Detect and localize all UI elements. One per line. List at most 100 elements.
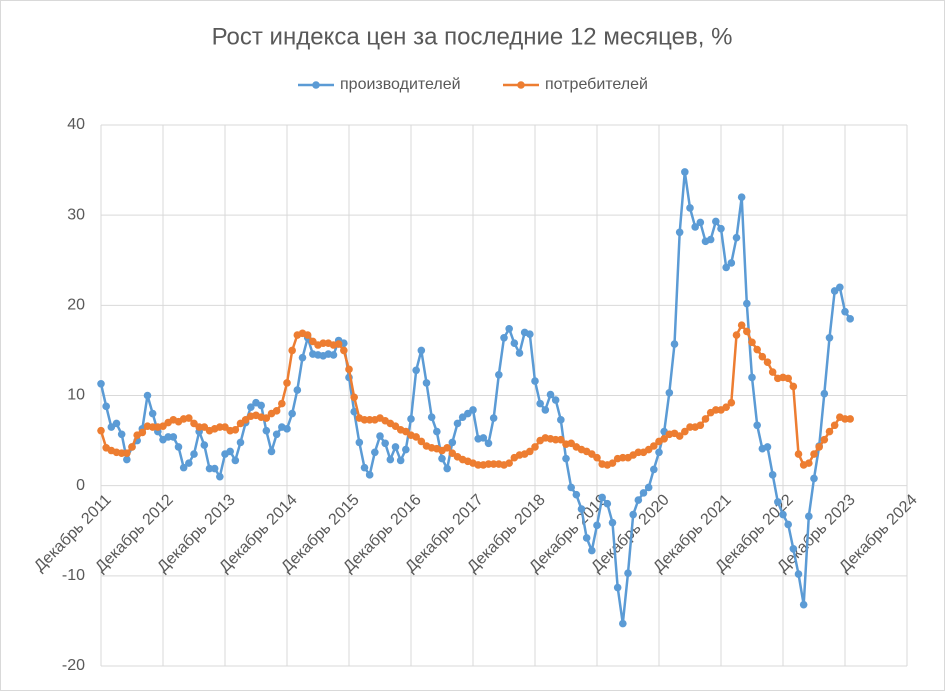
data-point: [360, 463, 369, 472]
data-point: [381, 439, 389, 448]
data-point: [567, 483, 575, 492]
data-point: [603, 499, 612, 508]
data-point: [526, 330, 534, 338]
data-point: [660, 434, 668, 443]
data-point: [334, 340, 343, 348]
data-point: [665, 388, 674, 397]
data-point: [443, 443, 451, 452]
data-point: [438, 454, 446, 463]
data-point: [526, 447, 534, 456]
data-point: [117, 430, 126, 439]
data-point: [748, 338, 756, 347]
data-point: [753, 421, 761, 430]
data-point: [681, 168, 689, 176]
data-point: [737, 193, 746, 201]
data-point: [231, 456, 240, 465]
data-point: [257, 401, 265, 410]
data-point: [479, 434, 488, 442]
data-point: [608, 459, 617, 467]
data-point: [365, 471, 374, 479]
y-tick-label: 30: [67, 206, 85, 223]
data-point: [417, 437, 426, 446]
data-point: [572, 490, 581, 499]
data-point: [582, 534, 591, 542]
data-point: [619, 619, 627, 628]
data-point: [598, 493, 606, 502]
data-point: [629, 510, 637, 519]
data-point: [303, 331, 312, 339]
data-point: [696, 218, 705, 227]
data-point: [789, 544, 798, 553]
data-point: [820, 389, 829, 398]
data-point: [644, 483, 653, 492]
data-point: [262, 414, 271, 422]
data-point: [148, 409, 157, 418]
data-point: [675, 228, 684, 237]
data-point: [799, 600, 808, 609]
data-point: [236, 438, 245, 447]
data-point: [505, 324, 513, 333]
data-point: [531, 443, 539, 451]
data-point: [448, 438, 457, 447]
data-point: [624, 569, 632, 577]
data-point: [681, 427, 689, 436]
data-point: [706, 235, 715, 244]
data-point: [551, 396, 560, 404]
data-point: [753, 345, 761, 354]
data-point: [557, 435, 565, 444]
data-point: [670, 340, 679, 348]
legend-label: потребителей: [545, 76, 648, 93]
data-point: [562, 454, 570, 463]
data-point: [433, 427, 441, 436]
data-point: [412, 433, 420, 441]
data-point: [123, 455, 131, 464]
data-point: [102, 402, 110, 411]
data-point: [412, 366, 420, 375]
data-point: [593, 453, 601, 462]
data-point: [789, 382, 798, 391]
data-point: [350, 393, 358, 402]
data-point: [655, 448, 663, 457]
data-point: [774, 498, 782, 506]
data-point: [123, 449, 131, 458]
chart-title: Рост индекса цен за последние 12 месяцев…: [212, 23, 733, 50]
data-point: [784, 374, 792, 383]
data-point: [288, 346, 296, 355]
y-tick-label: 20: [67, 297, 85, 314]
data-point: [329, 351, 338, 359]
data-point: [784, 520, 792, 529]
data-point: [128, 443, 136, 451]
data-point: [825, 427, 834, 436]
data-point: [805, 512, 813, 521]
data-point: [210, 464, 219, 473]
data-point: [531, 377, 539, 385]
data-point: [272, 430, 281, 439]
legend-marker: [312, 81, 320, 89]
data-point: [489, 414, 498, 422]
data-point: [557, 416, 565, 424]
data-point: [717, 224, 725, 233]
data-point: [97, 379, 105, 388]
data-point: [262, 426, 271, 435]
data-point: [613, 583, 622, 592]
data-point: [577, 505, 586, 513]
data-point: [686, 204, 694, 212]
data-point: [169, 433, 178, 441]
data-point: [267, 447, 276, 456]
data-point: [97, 426, 105, 435]
data-point: [639, 489, 648, 497]
data-point: [593, 521, 601, 530]
data-point: [712, 217, 720, 226]
data-point: [810, 450, 818, 458]
data-point: [340, 346, 348, 355]
data-point: [608, 518, 617, 527]
data-point: [216, 472, 224, 481]
data-point: [701, 415, 710, 423]
data-point: [226, 447, 234, 456]
data-point: [417, 346, 426, 355]
data-point: [298, 353, 307, 362]
data-point: [515, 349, 524, 357]
data-point: [727, 259, 736, 267]
data-point: [283, 379, 291, 387]
